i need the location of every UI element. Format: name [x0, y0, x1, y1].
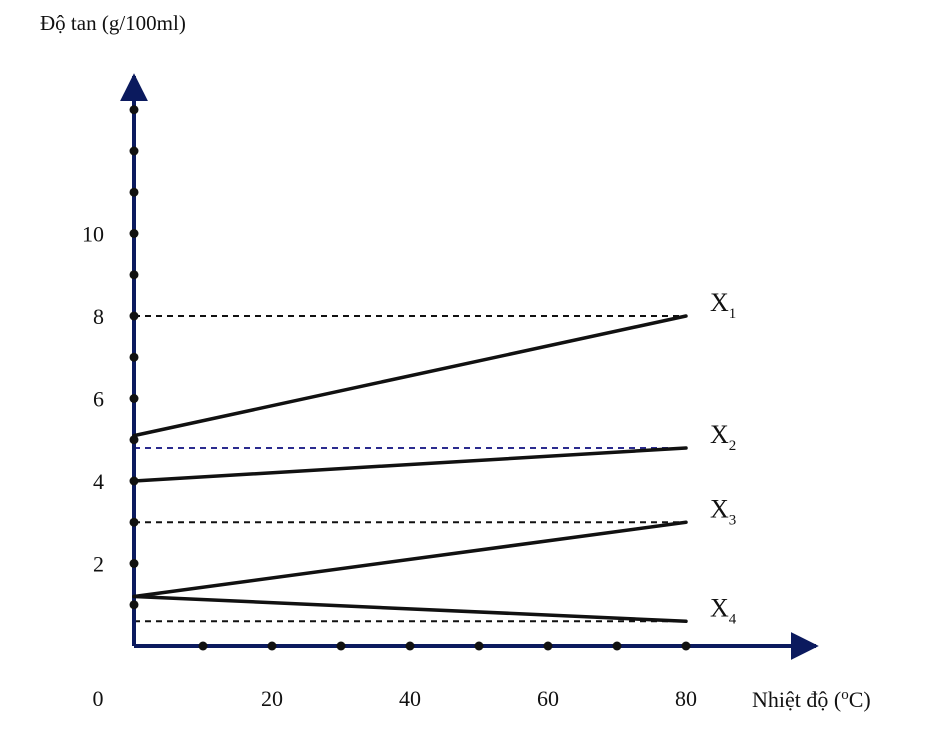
series-line-x4 — [132, 594, 688, 623]
series-line-x3 — [132, 520, 688, 599]
x-tick-label: 20 — [261, 686, 283, 711]
x-axis-dot — [336, 641, 346, 651]
series-line-x2 — [132, 446, 688, 483]
x-axis-dot — [474, 641, 484, 651]
y-tick-label: 10 — [82, 222, 104, 247]
x-tick-label: 80 — [675, 686, 697, 711]
x-axis-dot — [543, 641, 553, 651]
x-axis-dot — [267, 641, 277, 651]
series-lines: X1 X2 X3 X4 — [132, 288, 737, 627]
guide-lines — [134, 315, 686, 623]
x-tick-label: 40 — [399, 686, 421, 711]
series-label-x2: X2 — [710, 420, 736, 454]
y-axis-dot — [129, 146, 139, 156]
y-tick-label: 6 — [93, 387, 104, 412]
y-axis-dot — [129, 187, 139, 197]
series-label-x3: X3 — [710, 494, 736, 528]
x-tick-label: 0 — [93, 686, 104, 711]
series-line-x1 — [132, 314, 688, 438]
y-axis-dot — [129, 352, 139, 362]
y-axis-dot — [129, 517, 139, 527]
y-axis-dot — [129, 270, 139, 280]
x-axis-label: Nhiệt độ (oC) — [752, 687, 871, 712]
y-tick-label: 8 — [93, 304, 104, 329]
y-axis-dot — [129, 394, 139, 403]
x-tick-label: 60 — [537, 686, 559, 711]
x-axis-dot — [405, 641, 415, 651]
y-axis-dot — [129, 600, 139, 610]
series-label-x1: X1 — [710, 288, 736, 322]
y-tick-label: 2 — [93, 552, 104, 577]
y-axis-dot — [129, 435, 139, 445]
x-axis-dot — [198, 641, 208, 651]
axis-tick-dots — [129, 105, 691, 651]
y-axis-dot — [129, 105, 139, 115]
tick-labels: 0 20 40 60 80 2 4 6 8 10 — [82, 222, 697, 712]
y-axis-dot — [129, 559, 139, 568]
x-axis-dot — [612, 641, 622, 651]
y-axis-dot — [129, 311, 139, 321]
series-label-x4: X4 — [710, 593, 737, 627]
x-axis-dot — [681, 641, 691, 651]
y-axis-dot — [129, 229, 139, 238]
y-tick-label: 4 — [93, 469, 104, 494]
y-axis-label: Độ tan (g/100ml) — [40, 11, 186, 35]
